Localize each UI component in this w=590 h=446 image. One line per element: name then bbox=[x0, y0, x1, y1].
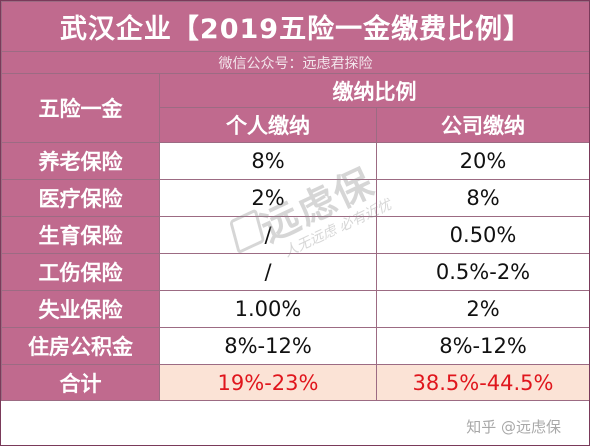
company-value: 2% bbox=[375, 290, 589, 328]
table-subtitle: 微信公众号：远虑君探险 bbox=[1, 51, 589, 74]
contribution-table: 武汉企业【2019五险一金缴费比例】 微信公众号：远虑君探险 五险一金 缴纳比例… bbox=[1, 1, 589, 401]
row-label: 工伤保险 bbox=[1, 253, 160, 291]
total-personal: 19%-23% bbox=[159, 364, 377, 401]
table-row: 生育保险 / 0.50% bbox=[1, 216, 589, 254]
row-label: 医疗保险 bbox=[1, 179, 160, 217]
personal-value: 8%-12% bbox=[159, 327, 377, 365]
total-row: 合计 19%-23% 38.5%-44.5% bbox=[1, 364, 589, 401]
row-label: 失业保险 bbox=[1, 290, 160, 328]
personal-value: 2% bbox=[159, 179, 377, 217]
company-value: 0.5%-2% bbox=[375, 253, 589, 291]
personal-value: 8% bbox=[159, 142, 377, 180]
table-row: 住房公积金 8%-12% 8%-12% bbox=[1, 327, 589, 365]
header-ratio-group: 缴纳比例 bbox=[158, 73, 589, 108]
table-row: 失业保险 1.00% 2% bbox=[1, 290, 589, 328]
row-label: 生育保险 bbox=[1, 216, 160, 254]
zhihu-watermark: 知乎 @远虑保 bbox=[466, 418, 561, 436]
header-item-column: 五险一金 bbox=[1, 73, 160, 143]
total-label: 合计 bbox=[1, 364, 160, 401]
header-company: 公司缴纳 bbox=[375, 107, 589, 143]
personal-value: / bbox=[159, 253, 377, 291]
company-value: 20% bbox=[375, 142, 589, 180]
company-value: 0.50% bbox=[375, 216, 589, 254]
row-label: 住房公积金 bbox=[1, 327, 160, 365]
row-label: 养老保险 bbox=[1, 142, 160, 180]
company-value: 8%-12% bbox=[375, 327, 589, 365]
company-value: 8% bbox=[375, 179, 589, 217]
total-company: 38.5%-44.5% bbox=[375, 364, 589, 401]
table-title: 武汉企业【2019五险一金缴费比例】 bbox=[1, 1, 589, 52]
personal-value: / bbox=[159, 216, 377, 254]
table-row: 工伤保险 / 0.5%-2% bbox=[1, 253, 589, 291]
table-row: 养老保险 8% 20% bbox=[1, 142, 589, 180]
table-row: 医疗保险 2% 8% bbox=[1, 179, 589, 217]
header-personal: 个人缴纳 bbox=[159, 107, 377, 143]
personal-value: 1.00% bbox=[159, 290, 377, 328]
